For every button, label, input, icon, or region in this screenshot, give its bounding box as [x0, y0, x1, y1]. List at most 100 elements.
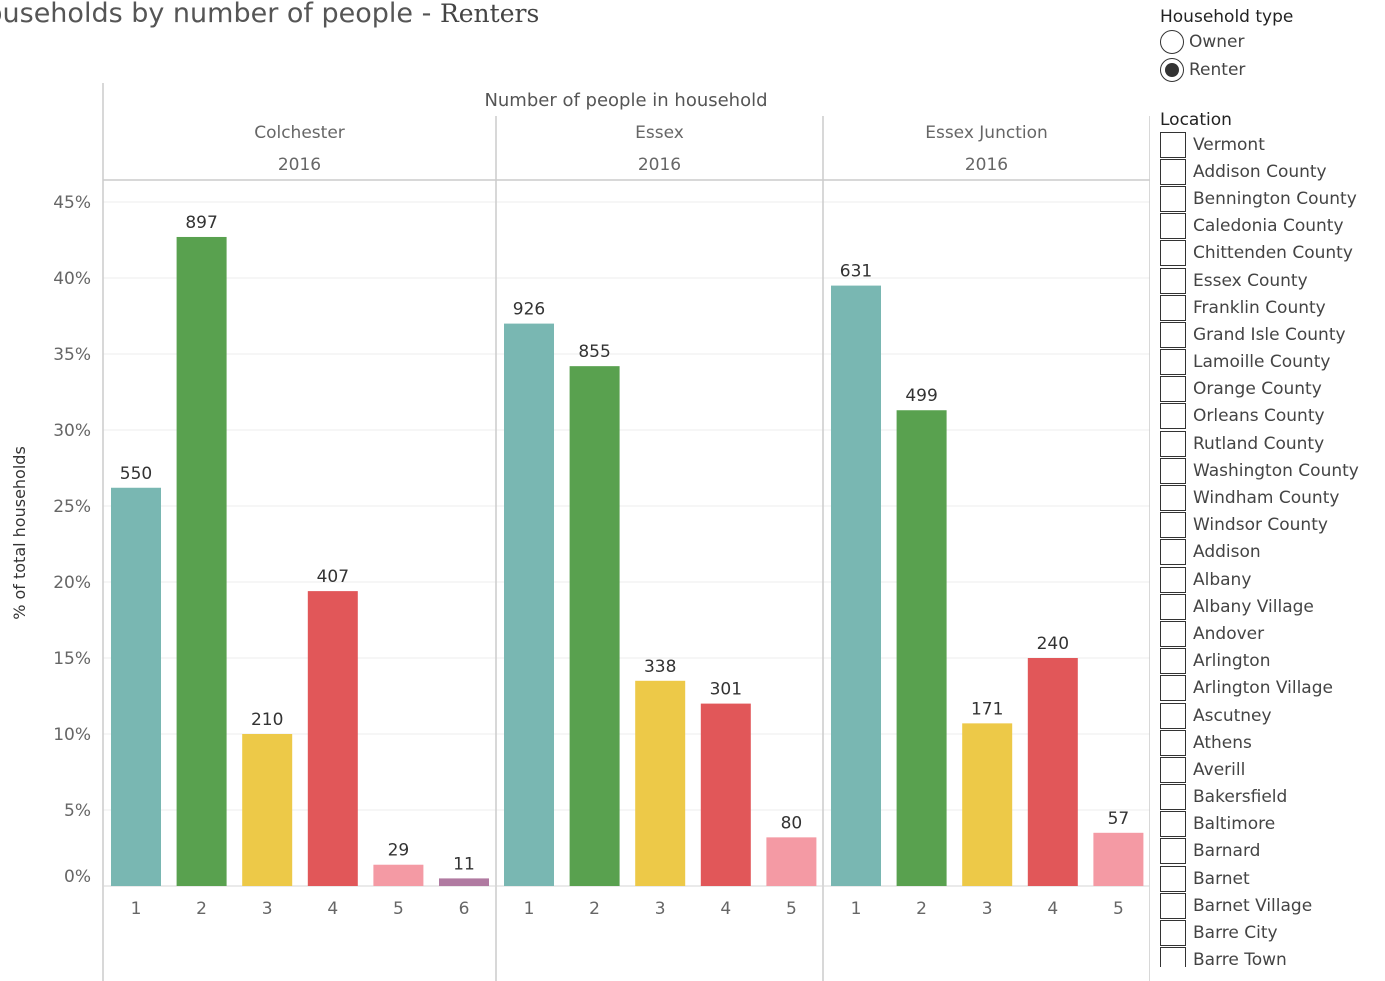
checkbox[interactable] — [1160, 784, 1186, 811]
location-item[interactable]: Albany Village — [1160, 593, 1385, 620]
location-item[interactable]: Chittenden County — [1160, 240, 1385, 267]
bar-chart: 0% 5% 10% 15% 20% 25% 30% 35% 40% 45% % of total h… — [10, 83, 1150, 981]
location-filter: Location Vermont Addison County Bennington… — [1160, 109, 1385, 967]
checkbox[interactable] — [1160, 756, 1186, 783]
checkbox[interactable] — [1160, 947, 1186, 967]
bar — [307, 591, 358, 886]
bar — [635, 680, 686, 886]
bar-count-label: 338 — [644, 657, 676, 677]
location-item[interactable]: Franklin County — [1160, 294, 1385, 321]
checkbox[interactable] — [1160, 485, 1186, 512]
x-tick-label: 3 — [982, 899, 993, 919]
checkbox[interactable] — [1160, 593, 1186, 620]
bar-count-label: 29 — [388, 841, 410, 861]
location-item[interactable]: Washington County — [1160, 457, 1385, 484]
checkbox[interactable] — [1160, 729, 1186, 756]
bar — [111, 487, 161, 886]
location-item-label: Orleans County — [1193, 406, 1325, 427]
checkbox[interactable] — [1160, 349, 1186, 376]
bar-count-label: 11 — [453, 854, 475, 874]
location-item[interactable]: Athens — [1160, 729, 1385, 756]
checkbox[interactable] — [1160, 457, 1186, 484]
location-item-label: Barnet Village — [1193, 895, 1313, 916]
location-item[interactable]: Barre City — [1160, 919, 1385, 947]
location-item[interactable]: Arlington — [1160, 648, 1385, 675]
location-item[interactable]: Windsor County — [1160, 512, 1385, 539]
location-item[interactable]: Bennington County — [1160, 185, 1385, 212]
bar-count-label: 80 — [781, 813, 803, 833]
location-item[interactable]: Windham County — [1160, 484, 1385, 512]
checkbox[interactable] — [1160, 620, 1186, 647]
chart-title-main: ouseholds by number of people - — [0, 0, 440, 29]
location-item[interactable]: Ascutney — [1160, 702, 1385, 729]
location-item[interactable]: Barnet Village — [1160, 892, 1385, 919]
checkbox[interactable] — [1160, 158, 1186, 185]
location-item-label: Franklin County — [1193, 297, 1326, 318]
y-tick-label: 30% — [53, 421, 91, 441]
radio-label: Owner — [1189, 32, 1245, 52]
panel-header-year: 2016 — [638, 155, 681, 175]
radio-button[interactable] — [1160, 30, 1184, 54]
checkbox[interactable] — [1160, 566, 1186, 593]
checkbox[interactable] — [1160, 811, 1186, 838]
x-tick-label: 3 — [262, 899, 273, 919]
location-item-label: Washington County — [1193, 460, 1359, 481]
location-list[interactable]: Vermont Addison County Bennington County Ca… — [1160, 131, 1385, 967]
checkbox[interactable] — [1160, 294, 1186, 321]
checkbox[interactable] — [1160, 267, 1186, 294]
bar-count-label: 240 — [1037, 634, 1069, 654]
location-item-label: Windsor County — [1193, 515, 1328, 536]
household-type-filter: Household type Owner Renter — [1160, 6, 1385, 84]
radio-option-renter[interactable]: Renter — [1160, 56, 1385, 84]
checkbox[interactable] — [1160, 131, 1186, 158]
radio-button[interactable] — [1160, 58, 1184, 82]
radio-option-owner[interactable]: Owner — [1160, 28, 1385, 56]
location-item[interactable]: Baltimore — [1160, 811, 1385, 838]
y-tick-label: 10% — [53, 725, 91, 745]
location-item[interactable]: Lamoille County — [1160, 349, 1385, 376]
location-item[interactable]: Grand Isle County — [1160, 321, 1385, 348]
checkbox[interactable] — [1160, 240, 1186, 267]
bar — [504, 323, 554, 887]
location-item-label: Barnard — [1193, 841, 1261, 862]
location-item[interactable]: Barnard — [1160, 838, 1385, 865]
location-item[interactable]: Bakersfield — [1160, 784, 1385, 811]
location-item[interactable]: Vermont — [1160, 131, 1385, 158]
checkbox[interactable] — [1160, 865, 1186, 892]
checkbox[interactable] — [1160, 838, 1186, 865]
checkbox[interactable] — [1160, 702, 1186, 729]
location-item[interactable]: Orange County — [1160, 376, 1385, 403]
location-item-label: Vermont — [1193, 134, 1265, 155]
checkbox[interactable] — [1160, 539, 1186, 566]
panel-header-location: Essex — [635, 123, 684, 143]
checkbox[interactable] — [1160, 185, 1186, 212]
location-item[interactable]: Orleans County — [1160, 403, 1385, 430]
checkbox[interactable] — [1160, 213, 1186, 240]
location-item[interactable]: Averill — [1160, 756, 1385, 783]
checkbox[interactable] — [1160, 430, 1186, 457]
location-item[interactable]: Barre Town — [1160, 947, 1385, 967]
checkbox[interactable] — [1160, 403, 1186, 430]
location-item-label: Chittenden County — [1193, 243, 1353, 264]
location-item[interactable]: Addison County — [1160, 158, 1385, 185]
bar-count-label: 855 — [578, 342, 610, 362]
checkbox[interactable] — [1160, 892, 1186, 919]
checkbox[interactable] — [1160, 376, 1186, 403]
location-item[interactable]: Addison — [1160, 539, 1385, 566]
location-item[interactable]: Arlington Village — [1160, 675, 1385, 702]
location-item-label: Bakersfield — [1193, 787, 1288, 808]
checkbox[interactable] — [1160, 321, 1186, 348]
location-item-label: Arlington — [1193, 651, 1271, 672]
x-tick-label: 5 — [393, 899, 404, 919]
location-item[interactable]: Essex County — [1160, 267, 1385, 294]
checkbox[interactable] — [1160, 920, 1186, 947]
location-item[interactable]: Caledonia County — [1160, 213, 1385, 240]
checkbox[interactable] — [1160, 648, 1186, 675]
location-item[interactable]: Albany — [1160, 566, 1385, 593]
checkbox[interactable] — [1160, 512, 1186, 539]
panel-header-year: 2016 — [278, 155, 321, 175]
location-item[interactable]: Barnet — [1160, 865, 1385, 892]
location-item[interactable]: Andover — [1160, 620, 1385, 647]
location-item[interactable]: Rutland County — [1160, 430, 1385, 457]
checkbox[interactable] — [1160, 675, 1186, 702]
